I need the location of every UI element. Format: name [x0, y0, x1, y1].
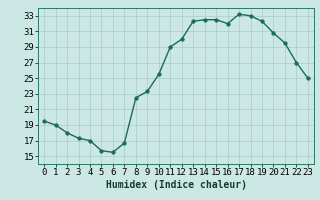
- X-axis label: Humidex (Indice chaleur): Humidex (Indice chaleur): [106, 180, 246, 190]
